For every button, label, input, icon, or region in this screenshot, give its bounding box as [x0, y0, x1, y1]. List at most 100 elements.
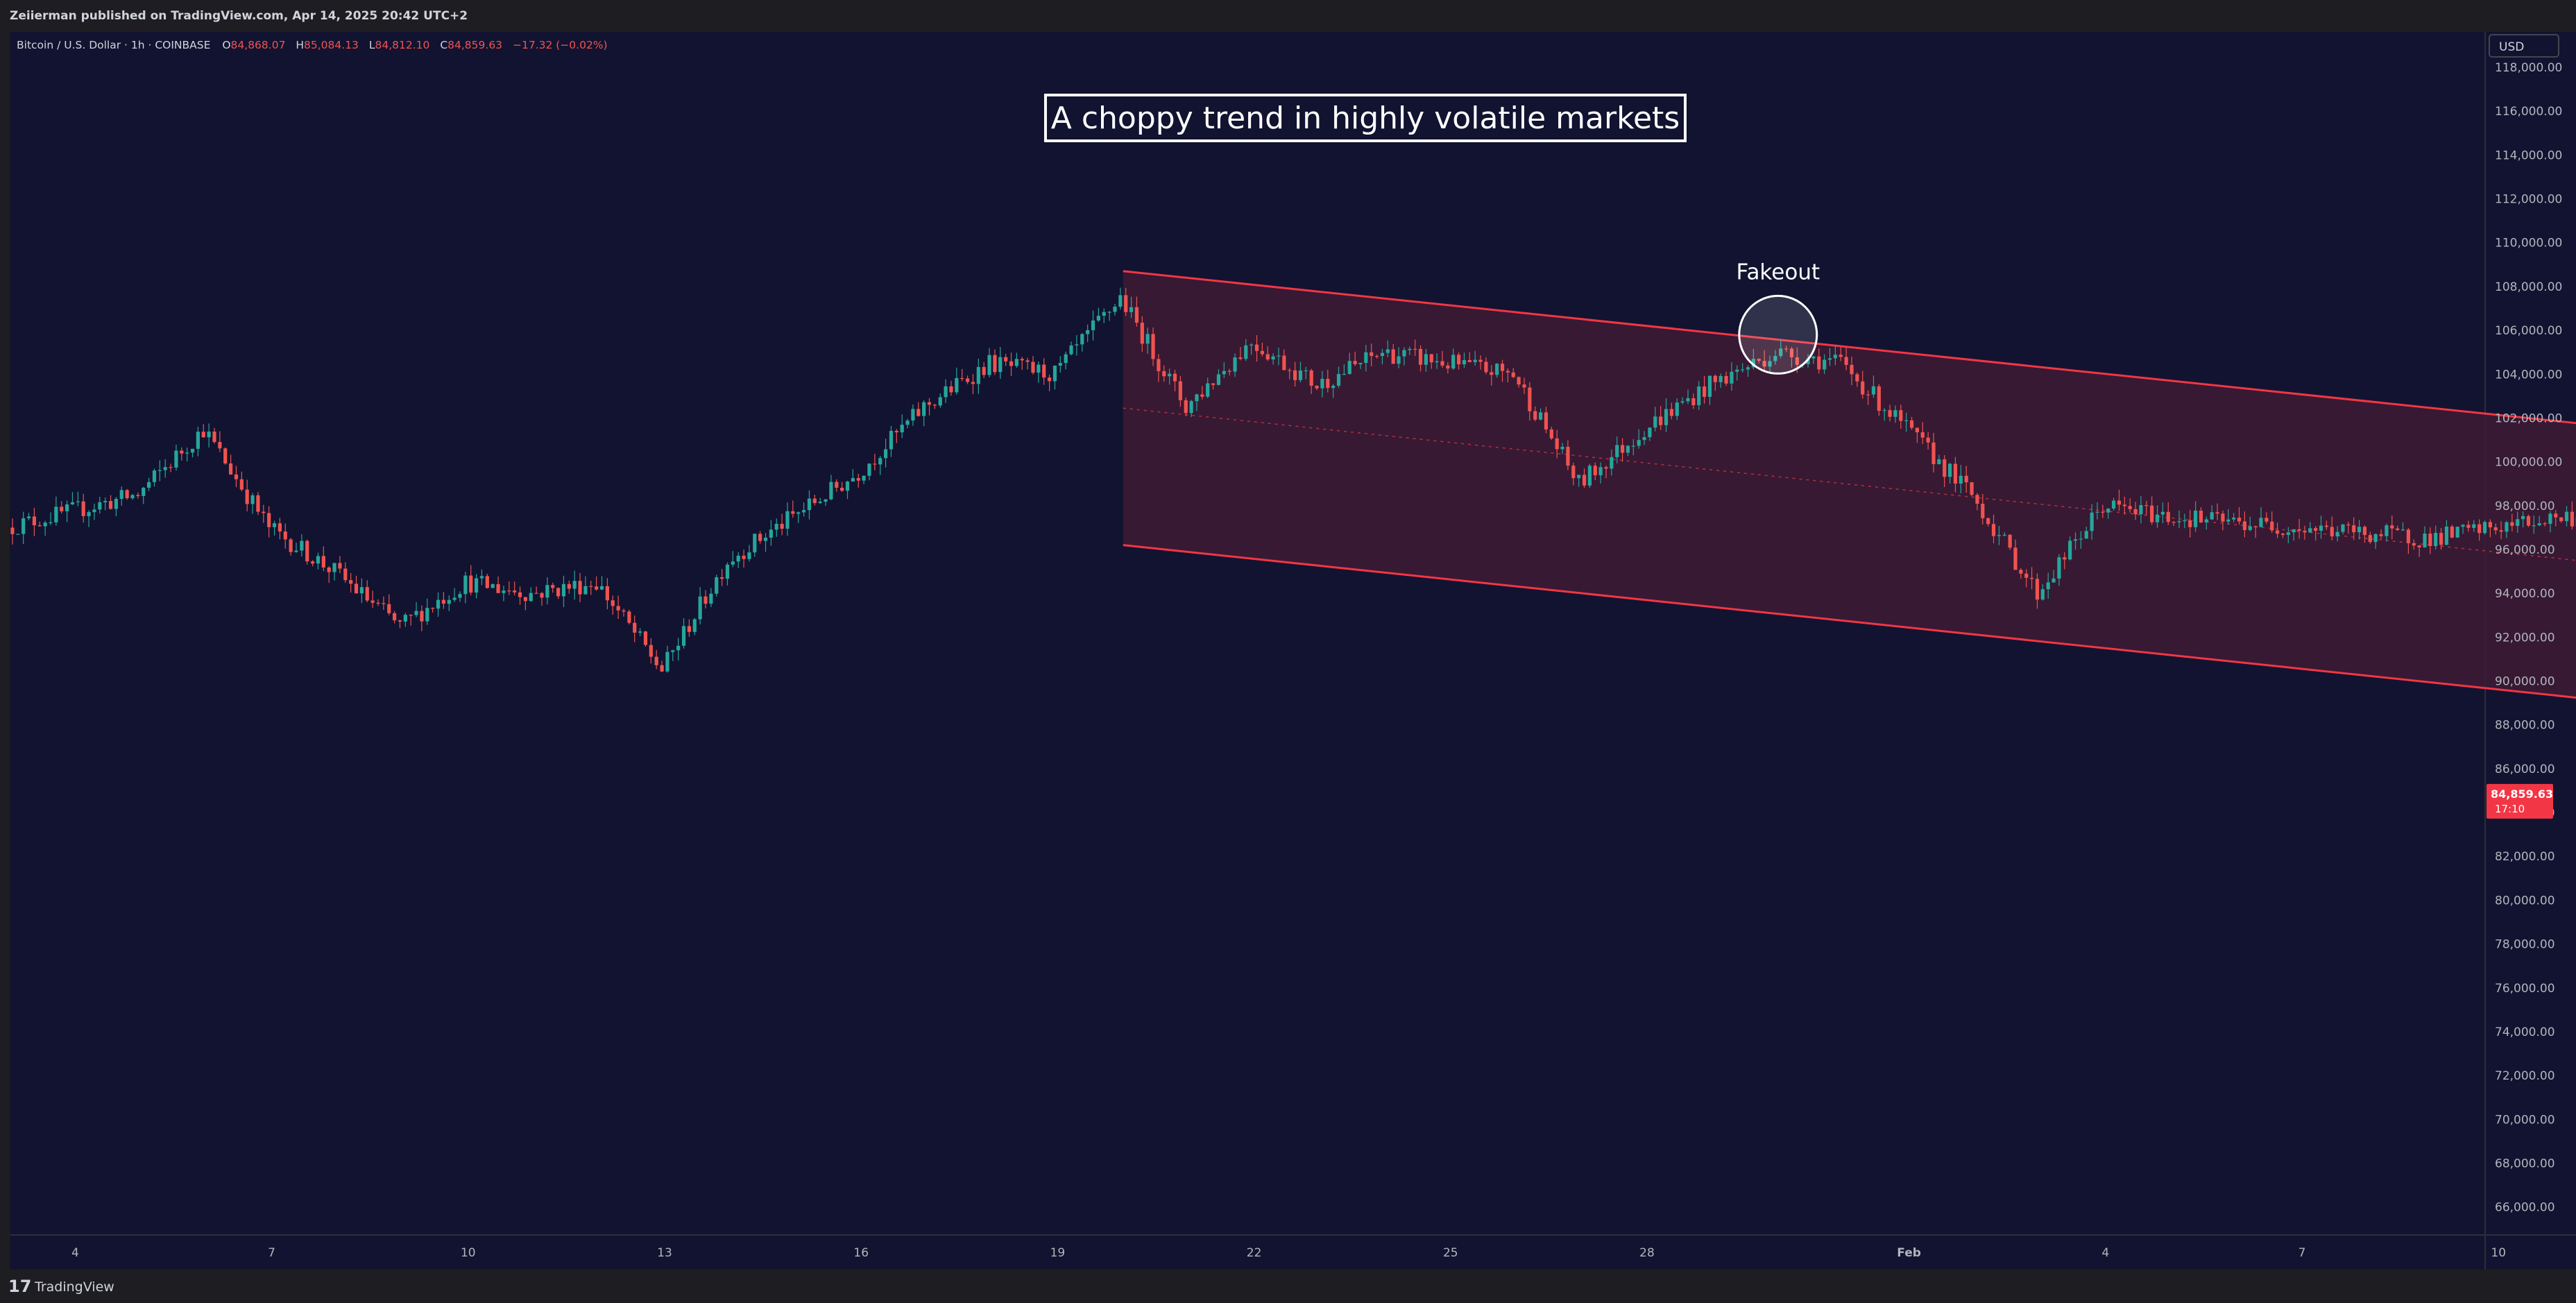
candle	[70, 492, 75, 505]
channel-lower-line[interactable]	[1123, 544, 2576, 1150]
candle	[245, 479, 249, 511]
candle	[1511, 368, 1515, 378]
candle	[2396, 525, 2400, 531]
candle	[2035, 573, 2040, 609]
candle	[1058, 356, 1062, 373]
price-tick-label: 98,000.00	[2495, 500, 2555, 513]
candle	[769, 520, 773, 546]
candle	[250, 493, 255, 514]
candle	[1244, 339, 1248, 361]
candle	[1703, 376, 1707, 404]
candle	[1986, 517, 1990, 527]
candle	[1435, 353, 1439, 369]
candle	[971, 374, 975, 395]
tradingview-brand[interactable]: TradingView	[34, 1279, 114, 1295]
candle	[1533, 406, 1537, 422]
candle	[927, 398, 932, 416]
candle	[1484, 357, 1488, 375]
candle	[2280, 532, 2285, 538]
candle	[1757, 358, 1761, 364]
candle	[1080, 333, 1084, 352]
candle	[1539, 408, 1543, 420]
candle	[1773, 350, 1777, 365]
time-axis-background[interactable]	[10, 1235, 2576, 1270]
candle	[1195, 393, 1199, 411]
candle	[1899, 404, 1903, 429]
candle	[829, 475, 833, 501]
candle	[1915, 427, 1919, 443]
candle	[2259, 506, 2263, 528]
candle	[1413, 339, 1417, 357]
candle	[1610, 449, 1614, 476]
candle	[572, 570, 577, 600]
price-tick-label: 76,000.00	[2495, 982, 2555, 996]
candle	[1637, 429, 1641, 449]
currency-button[interactable]	[2489, 34, 2559, 58]
candle	[359, 578, 364, 604]
candle	[1370, 343, 1374, 367]
price-tick-label: 72,000.00	[2495, 1069, 2555, 1083]
candle	[163, 459, 167, 478]
candle	[583, 576, 588, 595]
annotation-1[interactable]: Fakeout	[1736, 259, 1820, 375]
candle	[878, 456, 882, 475]
candle	[1528, 382, 1532, 421]
candle	[1571, 462, 1576, 486]
candle	[1948, 463, 1952, 484]
candle	[1265, 346, 1270, 361]
candle	[1184, 397, 1188, 416]
candle	[698, 587, 702, 625]
candle	[1784, 346, 1789, 352]
candle	[87, 510, 91, 527]
candle	[1107, 311, 1111, 321]
candle	[425, 598, 429, 625]
candle	[142, 486, 146, 504]
candle	[2095, 502, 2099, 520]
candle	[2084, 527, 2088, 539]
candle	[1031, 356, 1035, 375]
candle	[2352, 517, 2356, 540]
candle	[649, 638, 653, 664]
high-value: 85,084.13	[304, 39, 359, 51]
time-tick-label: 7	[2298, 1246, 2306, 1260]
candle	[1943, 454, 1947, 487]
candle	[37, 521, 42, 527]
candle	[420, 605, 424, 631]
candle	[1762, 350, 1766, 371]
candle	[1052, 365, 1057, 390]
candle	[1206, 377, 1210, 398]
candle	[1893, 405, 1897, 423]
candle	[2242, 511, 2246, 538]
candle	[529, 587, 533, 602]
candle	[393, 611, 397, 624]
candle	[463, 572, 468, 604]
annotation-circle[interactable]	[1738, 294, 1818, 375]
candle	[812, 494, 817, 506]
candle	[561, 575, 566, 608]
candle	[1298, 361, 1303, 383]
candle	[1162, 365, 1166, 382]
current-price-tag: 84,859.63 17:10	[2487, 783, 2553, 819]
candle	[1440, 350, 1444, 368]
candle	[485, 574, 489, 589]
channel-drawing[interactable]	[1123, 270, 2576, 1150]
candle	[1604, 465, 1608, 479]
channel-upper-line[interactable]	[1123, 270, 2576, 874]
tradingview-logo-icon[interactable]: 17	[8, 1277, 31, 1296]
candle	[993, 349, 997, 375]
candle	[1517, 376, 1521, 388]
candle	[2341, 524, 2345, 535]
chart-title-box[interactable]	[1044, 94, 1687, 142]
candle	[513, 581, 517, 596]
candle	[1555, 429, 1559, 459]
candle	[1178, 375, 1182, 407]
candle	[2532, 516, 2536, 534]
candle	[491, 583, 495, 588]
price-tick-label: 78,000.00	[2495, 938, 2555, 952]
candle	[2477, 519, 2482, 541]
candle	[2516, 511, 2520, 534]
candle	[905, 418, 910, 429]
candle	[1598, 462, 1603, 484]
candle	[1446, 362, 1450, 374]
